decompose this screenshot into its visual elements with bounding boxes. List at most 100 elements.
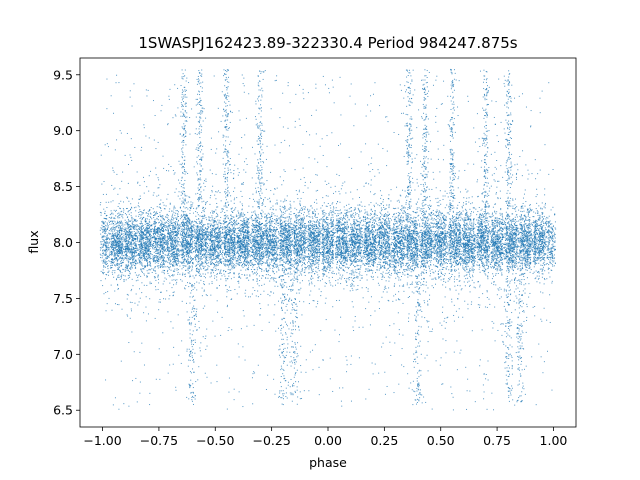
data-point [313,300,314,301]
data-point [349,277,350,278]
data-point [276,80,277,81]
data-point [399,285,400,286]
data-point [266,249,267,250]
data-point [399,202,400,203]
data-point [265,263,266,264]
data-point [180,233,181,234]
data-point [143,241,144,242]
data-point [290,205,291,206]
data-point [357,278,358,279]
data-point [312,223,313,224]
data-point [473,272,474,273]
data-point [175,217,176,218]
data-point [518,280,519,281]
data-point [458,269,459,270]
data-point [405,214,406,215]
data-point [178,226,179,227]
data-point [465,278,466,279]
data-point [479,297,480,298]
data-point [241,328,242,329]
data-point [421,275,422,276]
data-point [220,217,221,218]
data-point [115,229,116,230]
data-point [478,222,479,223]
data-point [173,292,174,293]
data-point [260,260,261,261]
data-point [470,220,471,221]
data-point [537,210,538,211]
data-point [544,144,545,145]
data-point [456,235,457,236]
data-point [426,242,427,243]
data-point [410,268,411,269]
data-point [227,289,228,290]
data-point [285,249,286,250]
data-point [122,224,123,225]
data-point [167,244,168,245]
data-point [472,246,473,247]
data-point [532,173,533,174]
data-point [214,240,215,241]
data-point [282,217,283,218]
data-point [181,229,182,230]
data-point [336,267,337,268]
data-point [130,97,131,98]
data-point [257,235,258,236]
data-point [426,218,427,219]
data-point [370,246,371,247]
data-point [479,238,480,239]
data-point [384,289,385,290]
data-point [416,264,417,265]
data-point [185,211,186,212]
data-point [427,304,428,305]
data-point [475,256,476,257]
data-point [403,251,404,252]
data-point [485,378,486,379]
data-point [351,401,352,402]
data-point [261,269,262,270]
data-point [201,222,202,223]
data-point [243,254,244,255]
data-point [323,232,324,233]
data-point [220,279,221,280]
data-point [508,215,509,216]
data-point [187,282,188,283]
scatter-points [100,69,556,410]
data-point [401,210,402,211]
data-point [399,246,400,247]
data-point [398,200,399,201]
data-point [269,214,270,215]
data-point [512,206,513,207]
data-point [259,285,260,286]
data-point [292,283,293,284]
data-point [103,260,104,261]
data-point [472,237,473,238]
data-point [127,316,128,317]
data-point [492,222,493,223]
data-point [436,266,437,267]
data-point [410,284,411,285]
data-point [515,260,516,261]
data-point [528,214,529,215]
data-point [443,281,444,282]
data-point [231,329,232,330]
data-point [367,218,368,219]
data-point [280,206,281,207]
data-point [412,404,413,405]
data-point [214,75,215,76]
data-point [237,263,238,264]
data-point [494,257,495,258]
data-point [545,207,546,208]
data-point [459,170,460,171]
data-point [111,238,112,239]
data-point [115,227,116,228]
data-point [347,222,348,223]
data-point [386,261,387,262]
data-point [396,266,397,267]
data-point [317,242,318,243]
data-point [509,154,510,155]
data-point [223,223,224,224]
data-point [302,258,303,259]
data-point [508,268,509,269]
data-point [158,275,159,276]
